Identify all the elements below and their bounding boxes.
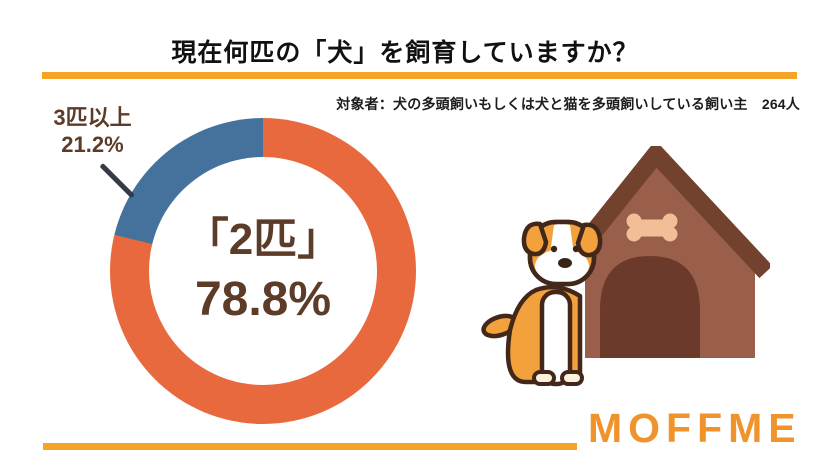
callout-category: 3匹以上 <box>53 105 132 130</box>
center-label-percent: 78.8% <box>194 273 332 326</box>
donut-center-label: 「2匹」 78.8% <box>110 118 416 424</box>
bone-icon <box>626 213 678 242</box>
center-label-category: 「2匹」 <box>184 215 342 264</box>
footer-accent-line <box>43 443 577 450</box>
title-divider-line <box>42 72 797 79</box>
dog-nose <box>558 258 572 268</box>
donut-hole <box>149 157 377 385</box>
survey-sample-note: 対象者：犬の多頭飼いもしくは犬と猫を多頭飼いしている飼い主 264人 <box>336 96 800 112</box>
dog-and-doghouse-illustration <box>481 146 770 387</box>
dog-illustration <box>481 219 603 387</box>
page-title: 現在何匹の「犬」を飼育していますか？ <box>171 39 639 67</box>
dog-eye-right <box>572 245 580 253</box>
callout-percent: 21.2% <box>61 132 124 157</box>
doghouse-illustration <box>560 146 770 358</box>
segment-callout-label: 3匹以上 21.2% <box>20 104 165 158</box>
donut-chart: 「2匹」 78.8% <box>110 118 416 424</box>
dog-eye-left <box>550 245 558 253</box>
brand-logo: MOFFME <box>588 405 802 451</box>
